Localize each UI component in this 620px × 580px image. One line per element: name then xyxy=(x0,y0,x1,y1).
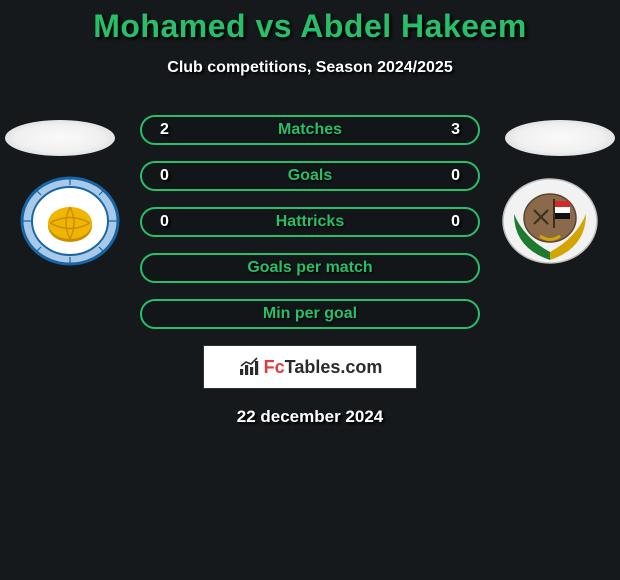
stat-left-value: 0 xyxy=(160,167,169,185)
stat-label: Hattricks xyxy=(276,213,344,231)
comparison-card: Mohamed vs Abdel Hakeem Club competition… xyxy=(0,0,620,427)
stat-row-goals-per-match: Goals per match xyxy=(140,253,480,283)
brand-prefix: Fc xyxy=(264,357,285,377)
stat-row-goals: 0 Goals 0 xyxy=(140,161,480,191)
stat-label: Goals xyxy=(288,167,332,185)
subtitle: Club competitions, Season 2024/2025 xyxy=(167,59,452,77)
page-title: Mohamed vs Abdel Hakeem xyxy=(93,8,527,45)
stat-label: Min per goal xyxy=(263,305,357,323)
stat-right-value: 0 xyxy=(451,167,460,185)
stat-row-hattricks: 0 Hattricks 0 xyxy=(140,207,480,237)
date-label: 22 december 2024 xyxy=(237,407,384,427)
brand-text: FcTables.com xyxy=(264,357,383,378)
brand-box[interactable]: FcTables.com xyxy=(203,345,417,389)
chart-icon xyxy=(238,357,260,377)
stat-row-matches: 2 Matches 3 xyxy=(140,115,480,145)
stat-label: Goals per match xyxy=(247,259,372,277)
stat-right-value: 3 xyxy=(451,121,460,139)
stat-row-min-per-goal: Min per goal xyxy=(140,299,480,329)
stat-left-value: 0 xyxy=(160,213,169,231)
brand-suffix: Tables.com xyxy=(285,357,383,377)
stat-right-value: 0 xyxy=(451,213,460,231)
stat-left-value: 2 xyxy=(160,121,169,139)
stats-list: 2 Matches 3 0 Goals 0 0 Hattricks 0 Goal… xyxy=(0,115,620,329)
stat-label: Matches xyxy=(278,121,342,139)
